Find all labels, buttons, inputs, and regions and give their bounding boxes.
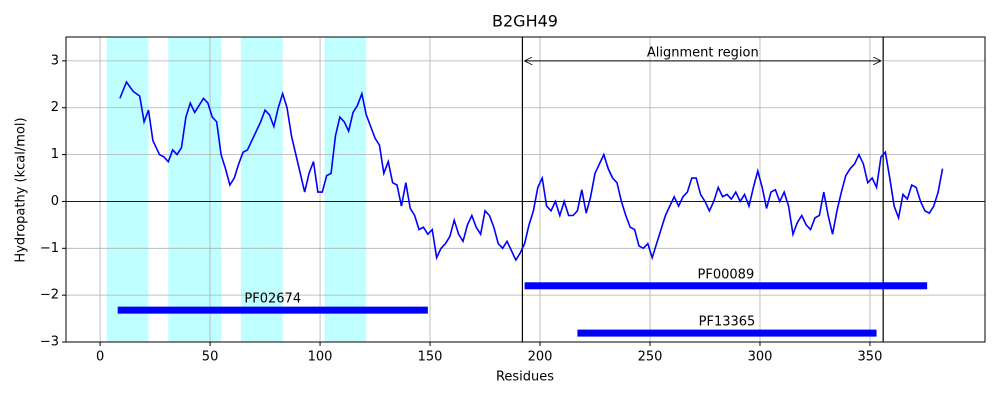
x-tick-label: 350 [858,350,883,365]
shaded-region [324,37,367,342]
y-tick-label: −1 [40,241,59,256]
x-tick-label: 100 [308,350,333,365]
x-tick-label: 300 [748,350,773,365]
x-tick-label: 150 [418,350,443,365]
shaded-region [168,37,222,342]
domain-label: PF13365 [699,315,756,330]
x-tick-label: 250 [638,350,663,365]
domain-bar [577,329,877,337]
y-tick-label: 0 [51,194,59,209]
y-tick-label: −3 [40,335,59,350]
plot-frame [65,36,986,343]
alignment-label: Alignment region [647,45,759,60]
y-tick-label: −2 [40,288,59,303]
y-axis-label: Hydropathy (kcal/mol) [14,117,29,262]
domain-label: PF00089 [698,267,755,282]
x-axis-label: Residues [496,370,554,385]
hydropathy-line [119,80,944,262]
y-tick-label: 2 [51,100,59,115]
chart-title: B2GH49 [492,12,558,31]
shaded-region [240,37,283,342]
domain-bar [117,306,428,314]
x-tick-label: 0 [96,350,104,365]
x-tick-label: 50 [202,350,219,365]
y-tick-label: 1 [51,147,59,162]
shaded-region [106,37,149,342]
domain-label: PF02674 [244,292,301,307]
x-tick-label: 200 [528,350,553,365]
y-tick-label: 3 [51,53,59,68]
domain-bar [524,282,928,290]
